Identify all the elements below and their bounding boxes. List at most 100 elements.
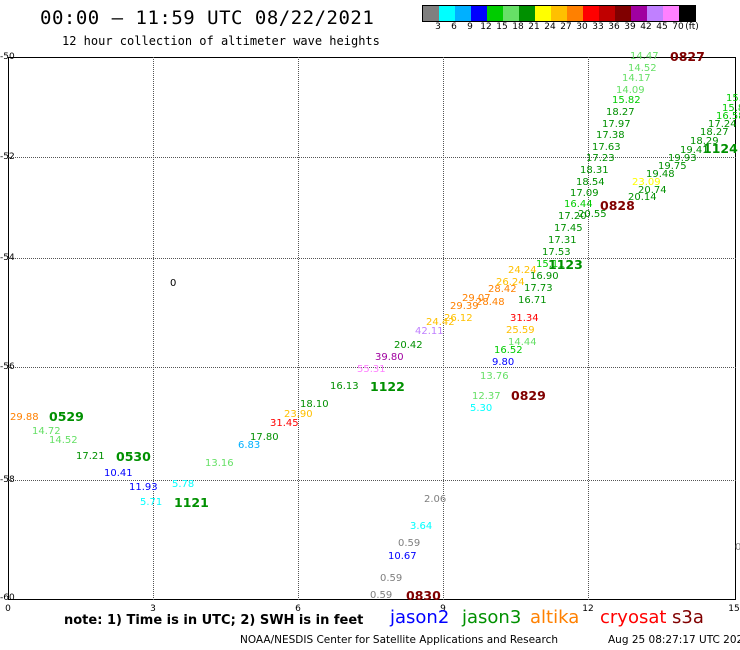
legend-tick-label: 3 <box>435 22 441 32</box>
wave-height-label: 28.48 <box>476 297 505 308</box>
legend-swatch <box>583 6 599 21</box>
latitude-label: -56 <box>0 362 15 372</box>
grid-line-horizontal <box>8 258 736 259</box>
legend-tick-label: 15 <box>496 22 508 32</box>
satellite-name-jason3: jason3 <box>462 607 522 628</box>
wave-height-label: 5.78 <box>172 479 195 490</box>
longitude-label: 0 <box>5 604 11 614</box>
wave-height-label: 28.42 <box>488 284 517 295</box>
wave-height-label: 16.13 <box>330 381 359 392</box>
grid-line-vertical <box>153 57 154 600</box>
wave-height-label: 18.27 <box>700 127 729 138</box>
wave-height-label: 16.44 <box>564 199 593 210</box>
wave-height-label: 17.53 <box>542 247 571 258</box>
legend-swatch <box>631 6 647 21</box>
wave-height-label: 18.29 <box>690 136 719 147</box>
plot-frame <box>8 57 736 600</box>
wave-height-label: 17.80 <box>250 432 279 443</box>
wave-height-label: 14.52 <box>628 63 657 74</box>
legend-swatch <box>535 6 551 21</box>
wave-height-label: 29.07 <box>462 293 491 304</box>
wave-height-label: 19.75 <box>658 161 687 172</box>
wave-height-label: 17.63 <box>592 142 621 153</box>
satellite-name-cryosat: cryosat <box>600 607 667 628</box>
wave-height-label: 25.59 <box>506 325 535 336</box>
legend-tick-label: 45 <box>656 22 668 32</box>
wave-height-label: 20.55 <box>578 209 607 220</box>
latitude-label: -52 <box>0 152 15 162</box>
pass-time-label: 0529 <box>49 409 84 424</box>
wave-height-label: 55.31 <box>357 364 386 375</box>
grid-line-horizontal <box>8 480 736 481</box>
wave-height-label: 15.82 <box>612 95 641 106</box>
legend-tick-label: 6 <box>451 22 457 32</box>
wave-height-label: 18.54 <box>576 177 605 188</box>
legend-tick-label: 42 <box>640 22 652 32</box>
pass-time-label: 1121 <box>174 495 209 510</box>
wave-height-label: 3.64 <box>410 521 433 532</box>
wave-height-label: 31.45 <box>270 418 299 429</box>
wave-height-label: 31.34 <box>510 313 539 324</box>
wave-height-label: 20.74 <box>638 185 667 196</box>
wave-height-label: 29.39 <box>450 301 479 312</box>
wave-height-label: 0.59 <box>398 538 421 549</box>
wave-height-label: 5.71 <box>140 497 163 508</box>
wave-height-label: 18.31 <box>580 165 609 176</box>
legend-swatch <box>471 6 487 21</box>
wave-height-label: 17.38 <box>596 130 625 141</box>
pass-time-label: 1124 <box>703 141 738 156</box>
wave-height-label: 17.45 <box>554 223 583 234</box>
pass-time-label: 0827 <box>670 49 705 64</box>
grid-line-horizontal <box>8 367 736 368</box>
wave-height-label: 17.09 <box>570 188 599 199</box>
legend-tick-label: 12 <box>480 22 492 32</box>
wave-height-label: 0 <box>735 542 740 553</box>
latitude-label: -50 <box>0 52 15 62</box>
legend-swatch <box>423 6 439 21</box>
credit-text: NOAA/NESDIS Center for Satellite Applica… <box>240 634 558 646</box>
wave-height-label: 23.90 <box>284 409 313 420</box>
legend-swatch <box>519 6 535 21</box>
wave-height-label: 19.48 <box>646 169 675 180</box>
wave-height-label: 11.93 <box>129 482 158 493</box>
wave-height-label: 26.12 <box>444 313 473 324</box>
wave-height-label: 29.88 <box>10 412 39 423</box>
wave-height-label: 14.09 <box>616 85 645 96</box>
wave-height-label: 13.16 <box>205 458 234 469</box>
longitude-label: 6 <box>295 604 301 614</box>
legend-swatch <box>567 6 583 21</box>
pass-time-label: 0828 <box>600 198 635 213</box>
pass-time-label: 1122 <box>370 379 405 394</box>
legend-tick-label: 39 <box>624 22 636 32</box>
satellite-name-jason2: jason2 <box>390 607 450 628</box>
wave-height-label: 17.23 <box>586 153 615 164</box>
wave-height-label: 20.14 <box>628 192 657 203</box>
longitude-label: 12 <box>582 604 594 614</box>
map-subtitle: 12 hour collection of altimeter wave hei… <box>62 34 380 48</box>
legend-tick-label: 36 <box>608 22 620 32</box>
latitude-label: -60 <box>0 593 15 603</box>
wave-height-label: 16.52 <box>494 345 523 356</box>
wave-height-label: 2.06 <box>424 494 447 505</box>
legend-swatch <box>487 6 503 21</box>
wave-height-label: 12.37 <box>472 391 501 402</box>
timestamp-text: Aug 25 08:27:17 UTC 2021 <box>608 634 740 646</box>
wave-height-label: 16.90 <box>530 271 559 282</box>
legend-swatch <box>615 6 631 21</box>
wave-height-label: 20.42 <box>394 340 423 351</box>
latitude-label: -58 <box>0 475 15 485</box>
wave-height-label: 17.21 <box>76 451 105 462</box>
wave-height-label: 14.47 <box>630 51 659 62</box>
grid-line-horizontal <box>8 157 736 158</box>
longitude-label: 3 <box>150 604 156 614</box>
pass-time-label: 1123 <box>548 257 583 272</box>
legend-tick-label: 9 <box>467 22 473 32</box>
grid-line-vertical <box>443 57 444 600</box>
grid-line-vertical <box>298 57 299 600</box>
wave-height-label: 6.83 <box>238 440 261 451</box>
wave-height-label: 17.97 <box>602 119 631 130</box>
color-scale-legend <box>422 5 696 22</box>
latitude-label: -54 <box>0 253 15 263</box>
wave-height-label: 42.11 <box>415 326 444 337</box>
wave-height-label: 24.24 <box>508 265 537 276</box>
